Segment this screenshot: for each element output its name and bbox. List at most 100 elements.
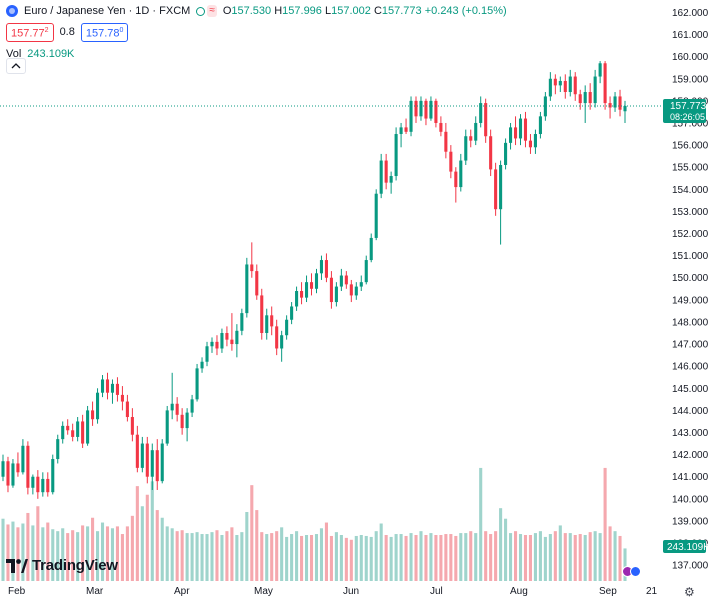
volume-bar (464, 533, 468, 581)
candle-body (46, 478, 50, 493)
candle (1, 454, 5, 482)
volume-bar (494, 531, 498, 581)
volume-bar (155, 510, 159, 581)
candle-body (603, 63, 607, 104)
candle (46, 472, 50, 497)
eye-icon[interactable] (196, 6, 206, 16)
volume-bar (255, 510, 259, 581)
volume-bar (558, 525, 562, 581)
candle (100, 375, 105, 398)
candle-body (434, 100, 438, 123)
candle (61, 421, 65, 444)
volume-bar (195, 532, 199, 582)
candle-body (449, 151, 453, 172)
y-tick-label: 149.000 (672, 295, 709, 306)
volume-bar (389, 536, 393, 581)
candle (260, 288, 264, 340)
candle (314, 268, 319, 294)
candle-body (76, 421, 80, 437)
volume-bar (200, 534, 204, 581)
wave-icon[interactable]: ≈ (207, 5, 217, 17)
candle (175, 397, 179, 422)
candle-body (1, 461, 5, 477)
candle-body (135, 434, 139, 468)
candle-body (145, 443, 149, 477)
candle (389, 171, 393, 194)
candle (31, 474, 35, 495)
indicator-toggle[interactable]: ≈ (196, 5, 217, 17)
volume-label: Vol (6, 47, 22, 60)
candle-body (304, 282, 309, 298)
volume-bar (11, 521, 15, 581)
volume-bar (553, 531, 557, 581)
candle (528, 134, 532, 154)
candle-body (81, 421, 85, 444)
candle-body (608, 103, 612, 108)
candle-body (240, 313, 244, 331)
volume-bar (304, 535, 309, 581)
volume-bar (225, 531, 229, 581)
tradingview-logo[interactable]: TradingView (6, 557, 118, 574)
volume-bar (598, 533, 602, 581)
candle (6, 456, 10, 493)
event-marker-icon-2[interactable] (630, 566, 641, 577)
candle (290, 302, 294, 325)
collapse-legend-button[interactable] (6, 58, 26, 74)
volume-bar (71, 530, 75, 581)
volume-bar (180, 530, 184, 581)
candle (513, 116, 518, 146)
volume-bar (76, 532, 80, 582)
candle (449, 145, 453, 179)
buy-button[interactable]: 157.780 (80, 23, 129, 42)
volume-bar (409, 533, 413, 581)
y-tick-label: 157.000 (672, 118, 709, 129)
volume-bar (240, 532, 244, 582)
sell-button[interactable]: 157.772 (6, 23, 54, 42)
candle-body (454, 171, 458, 188)
candle (200, 357, 204, 373)
volume-bar (270, 533, 274, 581)
volume-bar (369, 536, 373, 581)
candle (105, 372, 110, 400)
gear-icon[interactable]: ⚙ (684, 585, 695, 599)
candle-body (404, 127, 408, 132)
candle (409, 96, 413, 137)
volume-bar (528, 535, 532, 581)
candle-body (16, 463, 20, 473)
volume-bar (344, 537, 348, 582)
volume-bar (324, 522, 328, 581)
candle (603, 61, 607, 110)
volume-bar (454, 535, 458, 581)
candle (170, 372, 174, 420)
volume-value: 243.109K (27, 47, 75, 60)
y-tick-label: 154.000 (672, 185, 709, 196)
candle-body (61, 425, 65, 440)
candle (185, 408, 189, 442)
candle-body (414, 100, 418, 117)
candle (140, 436, 144, 473)
candle (583, 85, 587, 123)
candle (255, 264, 259, 300)
high-label: H (274, 5, 283, 17)
volume-bar (165, 526, 169, 582)
symbol-title[interactable]: Euro / Japanese Yen · 1D · FXCM (24, 5, 191, 17)
volume-bar (419, 531, 423, 581)
candle (414, 96, 418, 123)
candle (300, 282, 304, 305)
candle-body (558, 80, 562, 86)
volume-bar (319, 528, 324, 581)
timeline-markers[interactable] (622, 566, 641, 577)
candle (543, 92, 547, 121)
candle-body (523, 118, 528, 141)
volume-bar (424, 535, 428, 581)
candle (319, 255, 324, 280)
candle-body (270, 315, 274, 327)
candle (41, 472, 45, 497)
candle (578, 89, 582, 110)
candle (265, 308, 269, 340)
candle (11, 459, 15, 488)
volume-bar (46, 522, 50, 581)
volume-bar (205, 534, 209, 581)
candle-body (105, 379, 110, 393)
